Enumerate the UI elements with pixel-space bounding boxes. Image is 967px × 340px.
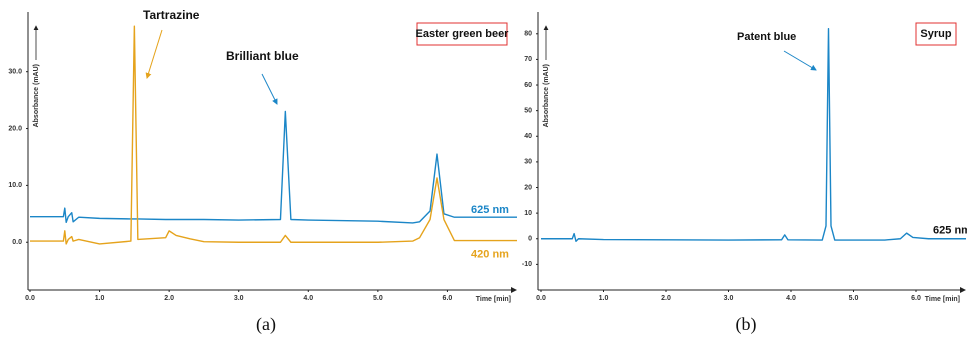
x-tick-label: 3.0 bbox=[234, 295, 244, 302]
x-axis-label: Time [min] bbox=[476, 296, 511, 303]
y-tick-label: 10 bbox=[524, 210, 532, 217]
y-tick-label: 60 bbox=[524, 82, 532, 89]
y-tick-label: 20.0 bbox=[8, 125, 22, 132]
annotation-arrow bbox=[261, 73, 278, 105]
series-line bbox=[541, 27, 966, 243]
y-tick-label: 70 bbox=[524, 56, 532, 63]
x-tick-label: 4.0 bbox=[303, 295, 313, 302]
y-axis-label: Absorbance (mAU) bbox=[33, 64, 40, 127]
x-axis-label: Time [min] bbox=[925, 296, 960, 303]
y-tick-label: 10.0 bbox=[8, 182, 22, 189]
series-label: 625 nm bbox=[933, 225, 967, 237]
x-tick-label: 1.0 bbox=[95, 295, 105, 302]
annotation: Patent blue bbox=[737, 31, 796, 43]
series-label: 420 nm bbox=[471, 248, 509, 260]
x-tick-label: 5.0 bbox=[373, 295, 383, 302]
y-tick-label: 50 bbox=[524, 107, 532, 114]
y-axis-label: Absorbance (mAU) bbox=[543, 64, 550, 127]
y-tick-label: 0 bbox=[528, 236, 532, 243]
annotation: Brilliant blue bbox=[226, 49, 299, 63]
annotation-arrow bbox=[145, 29, 163, 79]
x-tick-label: 2.0 bbox=[661, 295, 671, 302]
y-tick-label: 20 bbox=[524, 184, 532, 191]
y-tick-label: 80 bbox=[524, 31, 532, 38]
x-tick-label: 4.0 bbox=[786, 295, 796, 302]
caption: (a) bbox=[256, 314, 276, 335]
x-tick-label: 2.0 bbox=[164, 295, 174, 302]
series-line bbox=[30, 110, 517, 224]
series-label: 625 nm bbox=[471, 204, 509, 216]
x-tick-label: 6.0 bbox=[911, 295, 921, 302]
annotation: Tartrazine bbox=[143, 8, 200, 22]
x-tick-label: 1.0 bbox=[599, 295, 609, 302]
x-tick-label: 0.0 bbox=[25, 295, 35, 302]
x-tick-label: 3.0 bbox=[724, 295, 734, 302]
y-tick-label: 40 bbox=[524, 133, 532, 140]
x-tick-label: 5.0 bbox=[849, 295, 859, 302]
caption: (b) bbox=[736, 314, 757, 335]
annotation-arrow bbox=[783, 50, 817, 71]
series-line bbox=[30, 25, 517, 245]
y-tick-label: 0.0 bbox=[12, 239, 22, 246]
chart-title: Easter green beer bbox=[416, 28, 510, 40]
y-tick-label: 30.0 bbox=[8, 69, 22, 76]
y-tick-label: -10 bbox=[522, 261, 532, 268]
x-tick-label: 0.0 bbox=[536, 295, 546, 302]
y-tick-label: 30 bbox=[524, 159, 532, 166]
chart-title: Syrup bbox=[920, 28, 951, 40]
title-box bbox=[416, 22, 508, 46]
title-box bbox=[915, 22, 957, 46]
x-tick-label: 6.0 bbox=[443, 295, 453, 302]
